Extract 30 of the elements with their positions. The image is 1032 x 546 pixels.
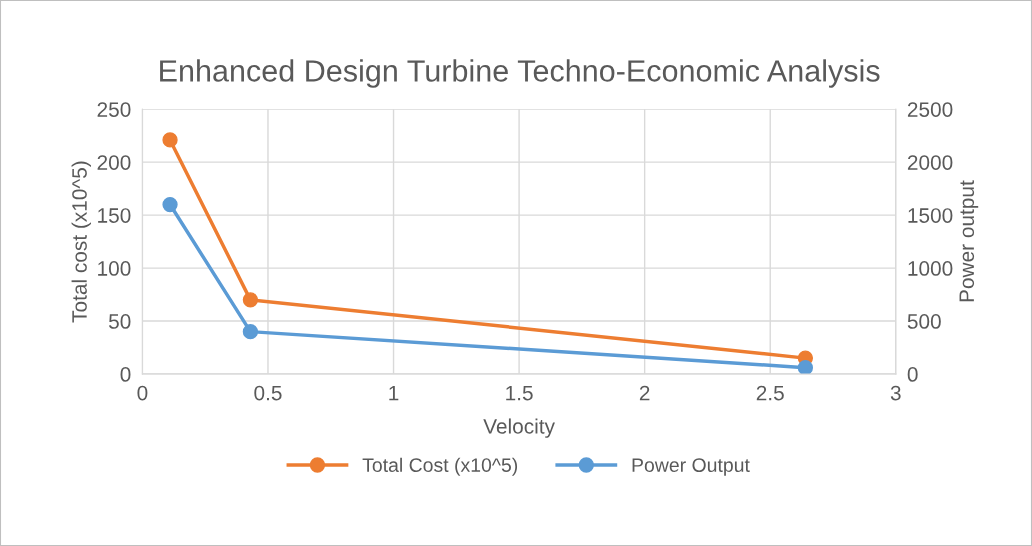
y2-axis-title: Power output (959, 180, 979, 302)
legend-label: Power Output (632, 458, 750, 476)
legend-label: Total Cost (x10^5) (362, 457, 518, 476)
y2-tick-label: 500 (907, 314, 941, 329)
point (242, 292, 259, 308)
chart-title: Enhanced Design Turbine Techno-Economic Analysis (160, 59, 880, 88)
point (242, 324, 259, 340)
y2-tick-label: 0 (907, 367, 918, 382)
y-tick-label: 150 (98, 208, 131, 223)
x-tick-label: 0.5 (254, 385, 282, 401)
point (162, 196, 178, 213)
x-tick-label: 0 (137, 385, 148, 401)
x-tick-label: 1 (389, 385, 399, 401)
point (162, 132, 178, 148)
x-tick-label: 2.5 (756, 385, 784, 401)
x-axis-title: Velocity (483, 418, 555, 438)
y-tick-label: 100 (98, 261, 131, 276)
y-tick-label: 250 (97, 102, 131, 117)
y2-tick-label: 2500 (907, 102, 953, 117)
y-tick-label: 200 (97, 155, 131, 170)
x-tick-label: 3 (890, 385, 901, 401)
x-tick-label: 1.5 (506, 385, 533, 401)
y-tick-label: 50 (108, 314, 131, 329)
y2-tick-label: 1000 (908, 261, 953, 276)
y-tick-label: 0 (120, 367, 131, 382)
point (797, 360, 814, 375)
y-axis-title: Total cost (x10^5) (71, 161, 91, 323)
y2-tick-label: 1500 (908, 208, 953, 223)
y2-tick-label: 2000 (907, 155, 953, 170)
x-tick-label: 2 (639, 385, 650, 401)
